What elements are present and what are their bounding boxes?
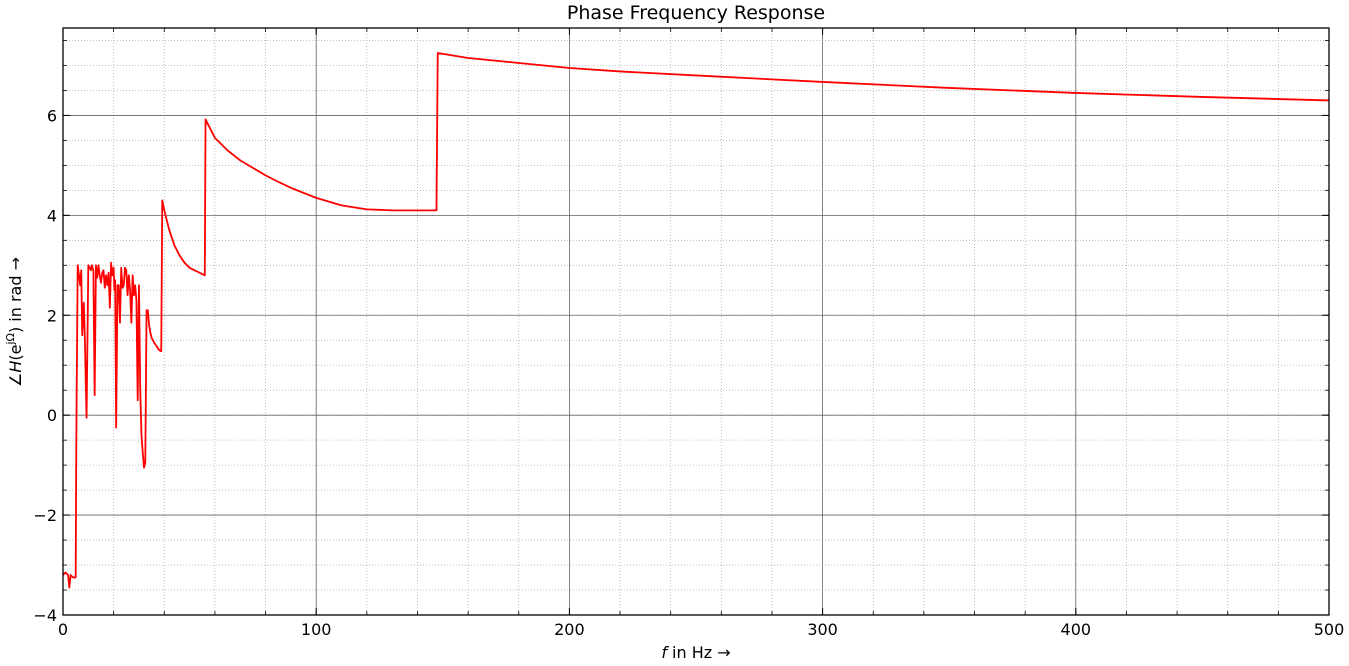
y-tick-label: 2	[47, 306, 57, 325]
x-tick-label: 100	[301, 620, 332, 639]
axis-ticks	[62, 28, 1330, 616]
x-tick-label: 300	[807, 620, 838, 639]
x-axis-label-var: f	[661, 643, 669, 662]
major-grid	[62, 28, 1330, 616]
y-axis-label: ∠H(ejΩ) in rad →	[4, 257, 25, 387]
plot-frame	[62, 27, 1330, 616]
minor-grid	[62, 28, 1330, 616]
chart-title: Phase Frequency Response	[567, 2, 825, 24]
y-tick-label: 0	[47, 406, 57, 425]
x-tick-label: 500	[1314, 620, 1345, 639]
y-tick-label: 4	[47, 206, 57, 225]
series-layer	[62, 52, 1330, 589]
series-line-0	[62, 52, 1330, 589]
x-tick-label: 200	[554, 620, 585, 639]
y-axis-label-mid: (e	[6, 345, 25, 361]
y-axis-label-suffix: ) in rad →	[6, 257, 25, 333]
y-axis-label-var: H	[6, 361, 25, 373]
tick-labels: 0 100 200 300 400 500 −4 −2 0 2 4 6	[33, 106, 1344, 639]
y-tick-label: −2	[33, 506, 57, 525]
y-tick-label: −4	[33, 606, 57, 625]
x-tick-label: 0	[58, 620, 68, 639]
y-axis-label-prefix: ∠	[6, 373, 25, 387]
x-tick-label: 400	[1061, 620, 1092, 639]
y-axis-label-sup: jΩ	[4, 333, 17, 345]
x-axis-label: f in Hz →	[661, 643, 730, 662]
y-tick-label: 6	[47, 106, 57, 125]
x-axis-label-text: in Hz →	[667, 643, 731, 662]
